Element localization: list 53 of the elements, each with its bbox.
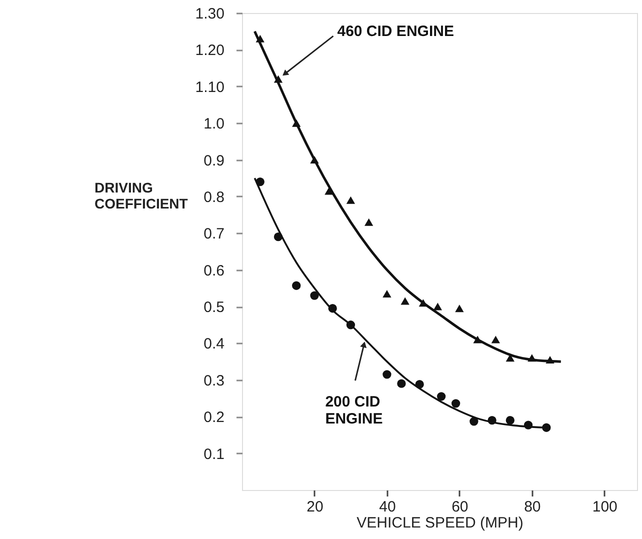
y-tick-label: 0.9: [204, 152, 224, 170]
y-tick-label: 1.30: [195, 6, 224, 22]
point: [274, 232, 283, 242]
x-tick-label: 40: [379, 498, 396, 516]
point: [546, 356, 554, 364]
y-axis-title: DRIVING COEFFICIENT: [94, 180, 188, 212]
point: [473, 336, 482, 344]
point: [400, 297, 410, 305]
point: [528, 354, 536, 362]
y-tick-label: 0.3: [204, 372, 224, 390]
point: [292, 119, 301, 127]
point: [346, 196, 356, 204]
point: [310, 156, 319, 164]
y-tick-label: 0.7: [204, 226, 224, 243]
x-tick-label: 80: [524, 498, 541, 516]
point: [397, 379, 406, 388]
y-tick-label: 1.0: [204, 116, 224, 133]
point: [433, 302, 442, 310]
point: [491, 336, 500, 344]
x-tick-label: 20: [306, 498, 324, 516]
point: [364, 218, 374, 226]
point: [382, 370, 392, 379]
y-tick-label: 0.5: [204, 299, 224, 316]
point: [488, 416, 496, 425]
point: [382, 290, 392, 298]
point: [274, 75, 283, 83]
point: [324, 187, 334, 195]
point: [542, 423, 551, 432]
point: [346, 320, 356, 330]
annotation: 460 CID ENGINE: [337, 23, 454, 40]
point: [455, 304, 464, 312]
point: [524, 420, 533, 430]
y-tick-label: 1.10: [195, 78, 224, 96]
y-tick-label: 1.20: [195, 42, 224, 60]
y-tick-label: 0.6: [204, 262, 224, 280]
x-axis-title: VEHICLE SPEED (MPH): [356, 514, 524, 532]
y-tick-label: 0.1: [204, 446, 224, 463]
y-tick-label: 0.2: [204, 409, 224, 426]
point: [451, 399, 460, 408]
point: [470, 417, 478, 426]
point: [506, 416, 514, 425]
x-tick-label: 60: [452, 498, 468, 516]
point: [415, 380, 424, 389]
y-tick-label: 0.4: [204, 336, 224, 353]
point: [328, 304, 337, 313]
point: [256, 34, 264, 42]
point: [310, 291, 319, 300]
point: [256, 177, 264, 186]
annotation: 200 CID ENGINE: [325, 394, 383, 428]
y-tick-label: 0.8: [204, 188, 224, 206]
point: [292, 281, 301, 290]
point: [436, 392, 446, 401]
x-tick-label: 100: [592, 498, 618, 516]
